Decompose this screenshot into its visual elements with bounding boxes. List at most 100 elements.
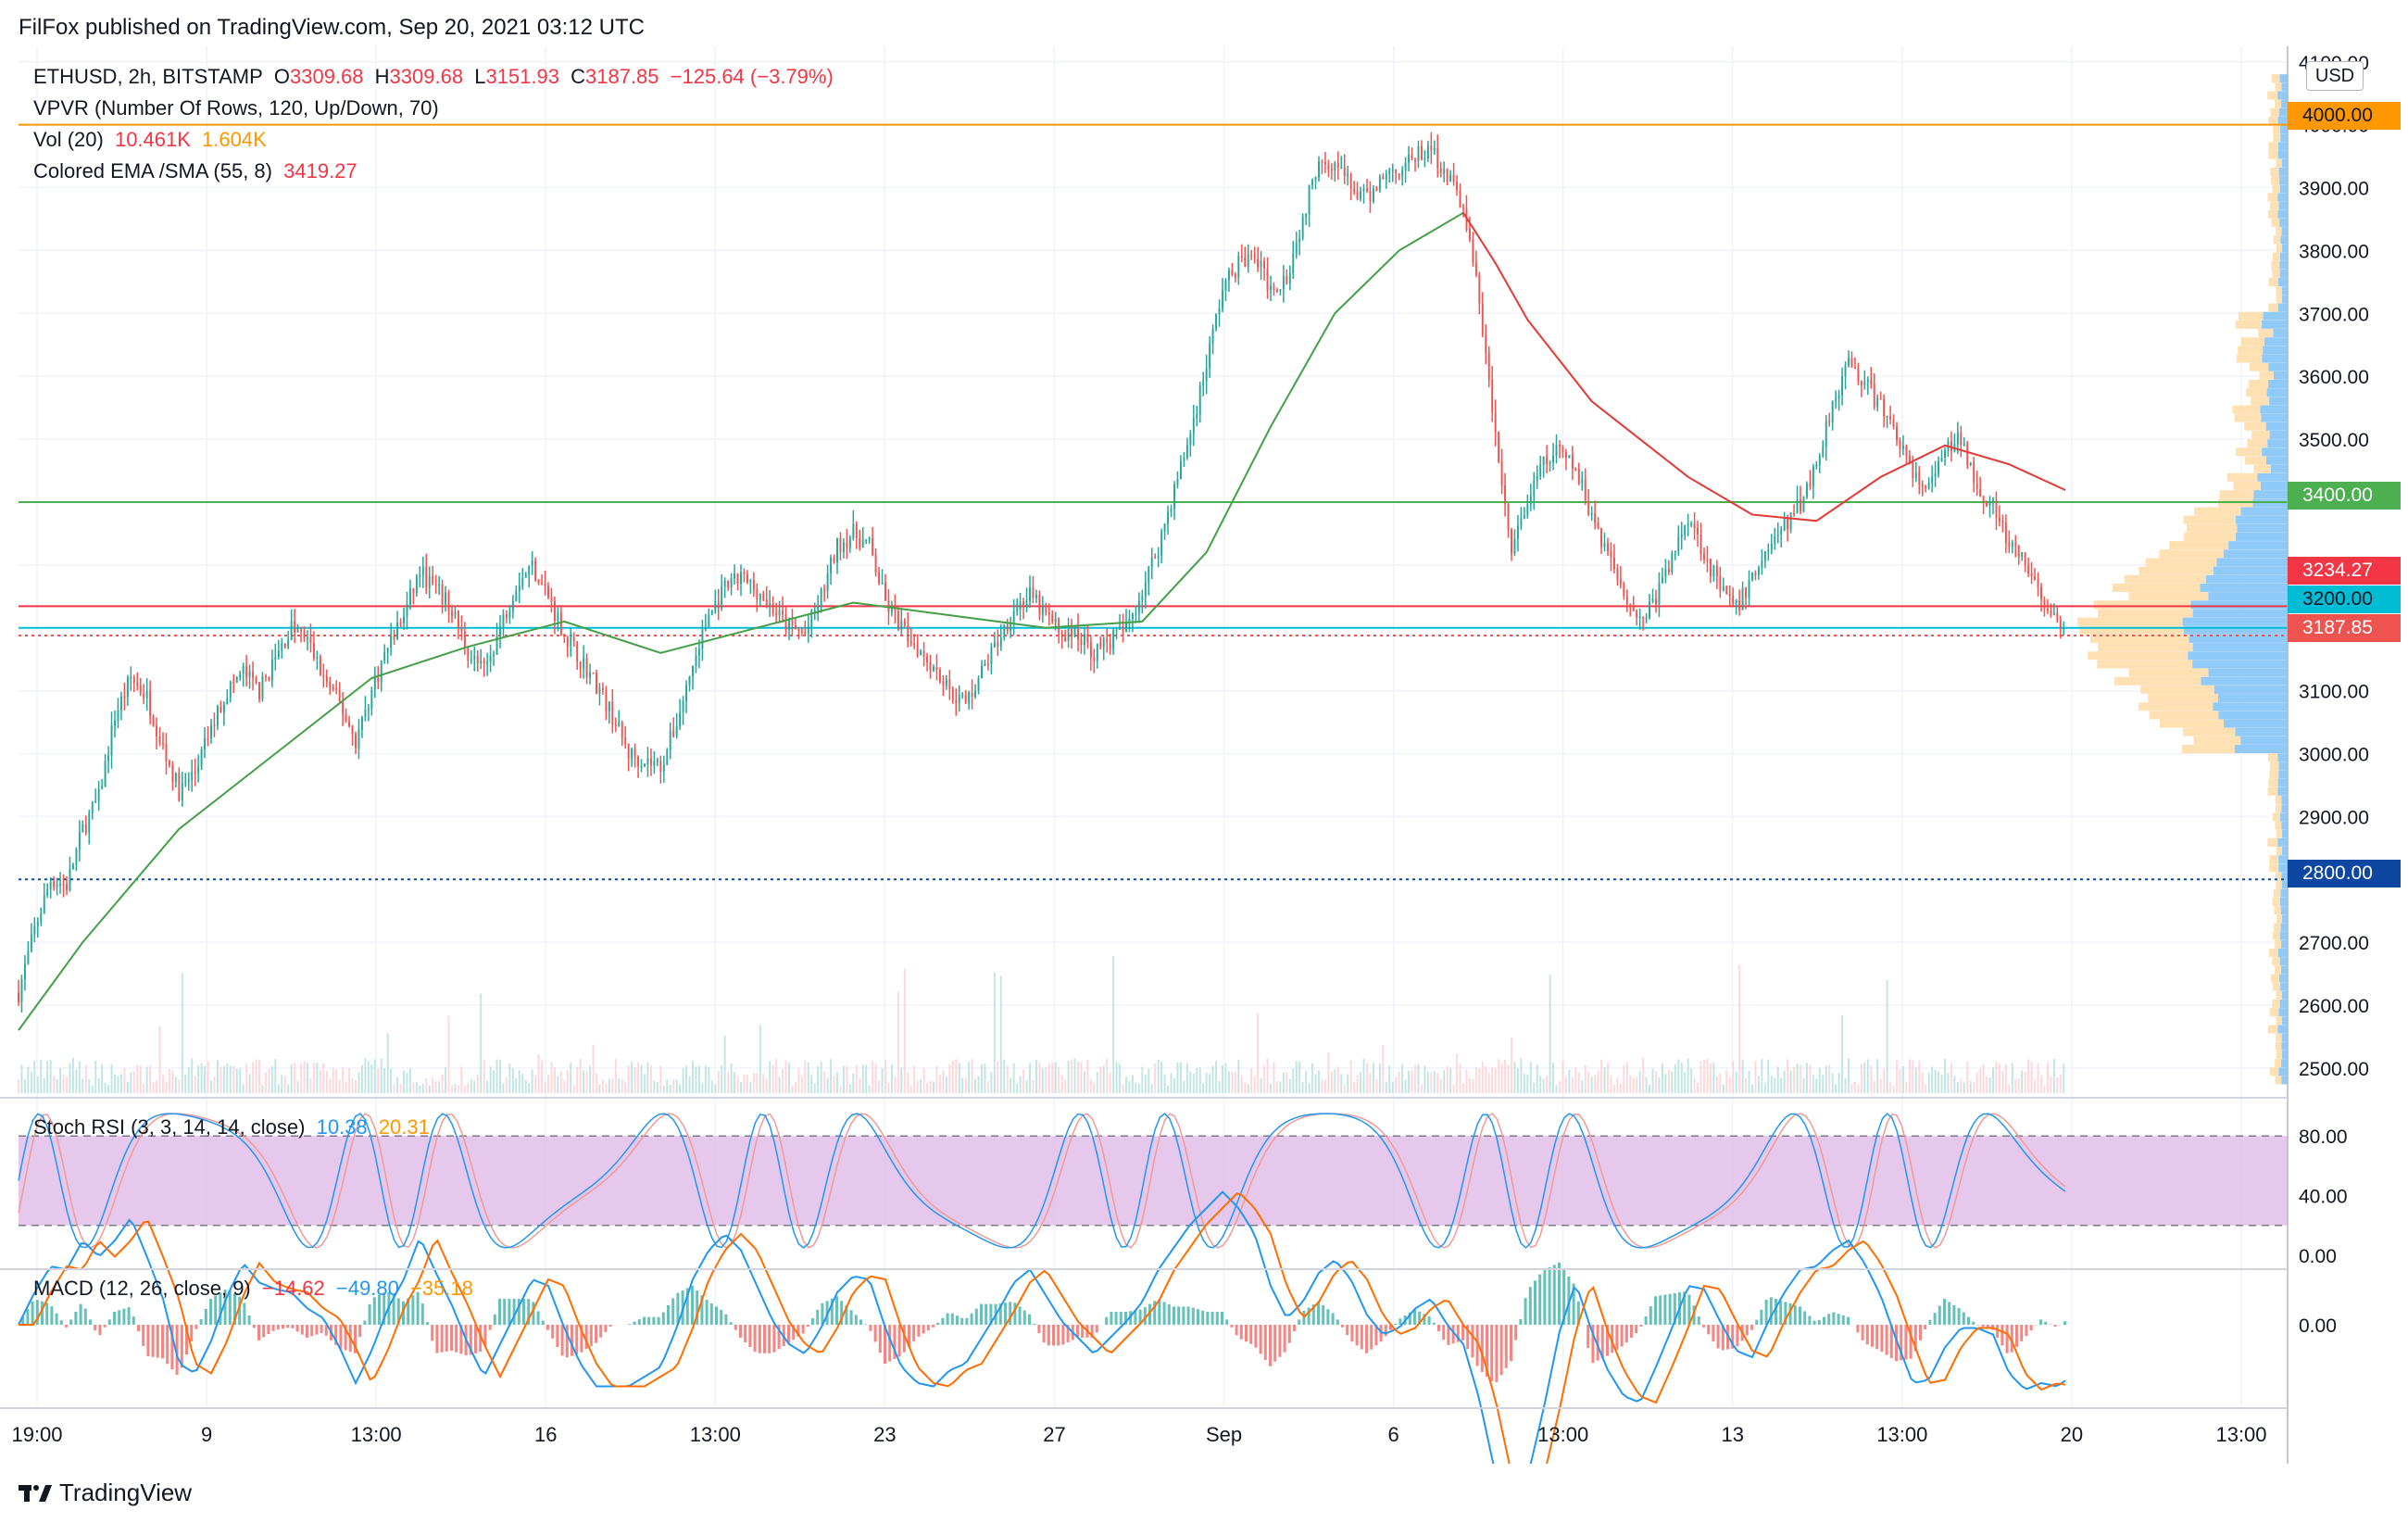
candle-body bbox=[1706, 559, 1709, 560]
candle-body bbox=[1215, 314, 1218, 329]
volume-bar bbox=[162, 1074, 164, 1093]
volume-bar bbox=[2008, 1084, 2011, 1093]
macd-hist-bar bbox=[233, 1293, 236, 1325]
volume-bar bbox=[810, 1075, 813, 1093]
vpvr-up-bar bbox=[2208, 668, 2288, 677]
macd-hist-bar bbox=[503, 1299, 507, 1325]
vpvr-up-bar bbox=[2277, 778, 2288, 787]
macd-hist-bar bbox=[199, 1318, 203, 1325]
chart-svg[interactable]: 4100.004000.003900.003800.003700.003600.… bbox=[0, 46, 2408, 1464]
candle-body bbox=[1436, 148, 1439, 169]
candle-body bbox=[1115, 629, 1118, 632]
candle-body bbox=[1738, 599, 1741, 610]
candle-body bbox=[71, 864, 74, 869]
vpvr-down-bar bbox=[2253, 464, 2271, 473]
macd-hist-bar bbox=[912, 1325, 916, 1341]
volume-bar bbox=[499, 1060, 501, 1093]
volume-bar bbox=[101, 1064, 104, 1093]
macd-hist-bar bbox=[1374, 1325, 1378, 1346]
tradingview-logo[interactable]: TradingView bbox=[19, 1479, 192, 1507]
candle-body bbox=[255, 677, 257, 684]
macd-hist-bar bbox=[859, 1319, 862, 1325]
candle-body bbox=[1240, 256, 1243, 258]
macd-hist-bar bbox=[1871, 1325, 1874, 1347]
volume-bar bbox=[1349, 1060, 1352, 1093]
candle-body bbox=[210, 724, 212, 738]
stoch-tick: 40.00 bbox=[2299, 1187, 2348, 1208]
volume-bar bbox=[833, 1076, 835, 1093]
currency-button[interactable]: USD bbox=[2306, 61, 2364, 91]
volume-bar bbox=[207, 1061, 209, 1093]
volume-bar bbox=[723, 1035, 726, 1093]
macd-hist-bar bbox=[1856, 1325, 1860, 1333]
macd-hist-bar bbox=[354, 1325, 357, 1353]
candle-body bbox=[1083, 634, 1085, 646]
vpvr-down-bar bbox=[2271, 176, 2280, 185]
volume-bar bbox=[367, 1061, 370, 1093]
vpvr-up-bar bbox=[2280, 931, 2288, 940]
candle-body bbox=[296, 630, 299, 633]
volume-bar bbox=[1921, 1072, 1924, 1093]
candle-body bbox=[697, 648, 700, 656]
volume-bar bbox=[130, 1072, 132, 1093]
volume-bar bbox=[1487, 1073, 1490, 1093]
candle-body bbox=[1671, 552, 1674, 573]
volume-bar bbox=[1988, 1076, 1991, 1093]
candle-body bbox=[964, 694, 967, 703]
candle-body bbox=[390, 636, 393, 648]
volume-bar bbox=[1805, 1063, 1808, 1093]
volume-bar bbox=[697, 1065, 700, 1093]
macd-hist-bar bbox=[1499, 1325, 1503, 1376]
volume-bar bbox=[252, 1062, 255, 1093]
volume-bar bbox=[46, 1060, 49, 1093]
volume-bar bbox=[357, 1072, 360, 1093]
candle-body bbox=[955, 700, 958, 703]
volume-bar bbox=[2050, 1076, 2052, 1093]
vpvr-down-bar bbox=[2249, 362, 2269, 371]
volume-bar bbox=[1462, 1083, 1464, 1093]
volume-bar bbox=[981, 1064, 983, 1093]
candle-body bbox=[890, 606, 893, 612]
candle-body bbox=[1311, 180, 1314, 185]
volume-bar bbox=[852, 1073, 855, 1093]
macd-hist-bar bbox=[1716, 1325, 1720, 1349]
volume-bar bbox=[1658, 1076, 1661, 1093]
macd-hist-bar bbox=[1389, 1325, 1392, 1330]
candle-body bbox=[1612, 558, 1615, 570]
volume-bar bbox=[1857, 1084, 1860, 1093]
volume-bar bbox=[91, 1085, 94, 1093]
volume-bar bbox=[1709, 1063, 1712, 1093]
candle-body bbox=[1071, 628, 1073, 637]
macd-hist-bar bbox=[869, 1325, 872, 1331]
volume-bar bbox=[66, 1076, 68, 1093]
candle-body bbox=[836, 537, 838, 562]
volume-bar bbox=[701, 1083, 704, 1093]
price-tick: 2600.00 bbox=[2299, 996, 2369, 1017]
macd-hist-bar bbox=[1302, 1310, 1306, 1325]
macd-hist-bar bbox=[830, 1298, 834, 1325]
candle-body bbox=[2040, 586, 2042, 599]
volume-bar bbox=[951, 1060, 954, 1093]
macd-hist-bar bbox=[1841, 1315, 1845, 1325]
candle-body bbox=[1420, 145, 1423, 160]
volume-bar bbox=[1912, 1060, 1914, 1093]
candle-body bbox=[1831, 400, 1834, 423]
macd-hist-bar bbox=[777, 1325, 781, 1350]
volume-bar bbox=[213, 1076, 216, 1093]
candle-body bbox=[290, 621, 293, 640]
candle-body bbox=[1844, 365, 1847, 377]
candle-body bbox=[1610, 550, 1612, 559]
macd-hist-bar bbox=[1259, 1325, 1262, 1354]
macd-hist-bar bbox=[806, 1325, 809, 1328]
macd-hist-bar bbox=[1687, 1294, 1691, 1325]
volume-bar bbox=[348, 1067, 351, 1093]
candle-body bbox=[445, 592, 447, 605]
candle-body bbox=[1523, 515, 1525, 519]
volume-bar bbox=[1886, 979, 1888, 1093]
volume-bar bbox=[692, 1060, 694, 1093]
volume-bar bbox=[88, 1078, 91, 1093]
volume-bar bbox=[566, 1070, 569, 1093]
vpvr-down-bar bbox=[2251, 396, 2270, 406]
macd-hist-bar bbox=[946, 1313, 949, 1325]
volume-bar bbox=[1491, 1066, 1494, 1093]
